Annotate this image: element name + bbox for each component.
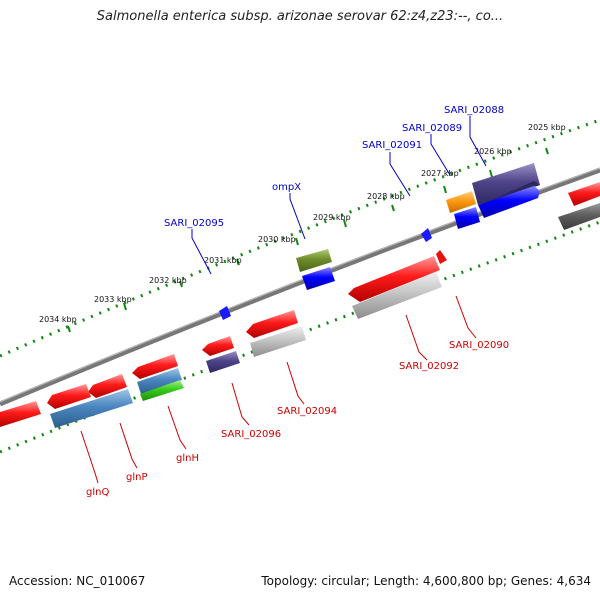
gene-glnh-bottom[interactable] bbox=[140, 380, 184, 401]
gene-sari-02088[interactable] bbox=[472, 163, 540, 205]
gene-sari-02096-bottom[interactable] bbox=[206, 351, 240, 373]
gene-forward-blue-3[interactable] bbox=[302, 267, 335, 290]
gene-sari-02095[interactable] bbox=[219, 306, 231, 320]
page-title: Salmonella enterica subsp. arizonae sero… bbox=[96, 9, 504, 24]
gene-sari-02096-top[interactable] bbox=[202, 336, 234, 356]
gene-sari-02094-bottom[interactable] bbox=[250, 326, 306, 357]
kbp-label-2032: 2032 kbp bbox=[149, 276, 187, 285]
gene-glnh-top[interactable] bbox=[132, 354, 178, 379]
kbp-label-2034: 2034 kbp bbox=[39, 315, 77, 324]
genome-summary-text: Topology: circular; Length: 4,600,800 bp… bbox=[261, 574, 591, 588]
gene-glnq-top[interactable] bbox=[47, 384, 91, 409]
gene-label-sari-02094[interactable]: SARI_02094 bbox=[277, 406, 337, 417]
gene-label-sari-02095[interactable]: SARI_02095 bbox=[164, 218, 224, 229]
leader-lines-bottom bbox=[80, 295, 477, 484]
gene-sari-02089[interactable] bbox=[446, 191, 476, 213]
kbp-label-2027: 2027 kbp bbox=[421, 169, 459, 178]
gene-right-red[interactable] bbox=[568, 182, 600, 206]
gene-label-glnp[interactable]: glnP bbox=[126, 472, 148, 483]
gene-sari-02090[interactable] bbox=[436, 250, 447, 264]
kbp-label-2025: 2025 kbp bbox=[528, 123, 566, 132]
gene-sari-02092-top[interactable] bbox=[348, 256, 440, 302]
gene-sari-02094-top[interactable] bbox=[246, 310, 298, 338]
kbp-label-2033: 2033 kbp bbox=[94, 295, 132, 304]
gene-glnp-top[interactable] bbox=[88, 374, 127, 398]
kbp-label-2031: 2031 kbp bbox=[204, 256, 242, 265]
gene-label-sari-02089[interactable]: SARI_02089 bbox=[402, 123, 462, 134]
gene-label-sari-02088[interactable]: SARI_02088 bbox=[444, 105, 504, 116]
kbp-label-2029: 2029 kbp bbox=[313, 213, 351, 222]
gene-right-dark-gray[interactable] bbox=[558, 203, 600, 230]
gene-sari-02088-arrowhead[interactable] bbox=[480, 181, 540, 205]
kbp-label-2026: 2026 kbp bbox=[474, 147, 512, 156]
gene-label-sari-02092[interactable]: SARI_02092 bbox=[399, 361, 459, 372]
gene-glnh-middle[interactable] bbox=[137, 368, 182, 394]
accession-text: Accession: NC_010067 bbox=[9, 574, 146, 588]
leader-lines-top bbox=[191, 116, 487, 275]
gene-forward-blue-1[interactable] bbox=[454, 207, 480, 229]
major-ticks bbox=[67, 147, 549, 333]
gene-left-red[interactable] bbox=[0, 401, 41, 427]
gene-sari-02091[interactable] bbox=[421, 228, 432, 242]
kbp-label-2030: 2030 kbp bbox=[258, 235, 296, 244]
gene-label-glnh[interactable]: glnH bbox=[176, 453, 199, 464]
gene-label-sari-02090[interactable]: SARI_02090 bbox=[449, 340, 509, 351]
gene-label-glnq[interactable]: glnQ bbox=[86, 487, 109, 498]
gene-label-sari-02091[interactable]: SARI_02091 bbox=[362, 140, 422, 151]
gene-label-ompx[interactable]: ompX bbox=[272, 182, 301, 193]
gene-forward-blue-2[interactable] bbox=[478, 186, 540, 218]
outer-tick-track bbox=[0, 118, 600, 358]
gene-sari-02092-bottom[interactable] bbox=[352, 272, 442, 319]
gene-glnp-bottom[interactable] bbox=[50, 389, 133, 428]
gene-label-sari-02096[interactable]: SARI_02096 bbox=[221, 429, 281, 440]
gene-ompx[interactable] bbox=[296, 249, 332, 272]
kbp-label-2028: 2028 kbp bbox=[367, 192, 405, 201]
